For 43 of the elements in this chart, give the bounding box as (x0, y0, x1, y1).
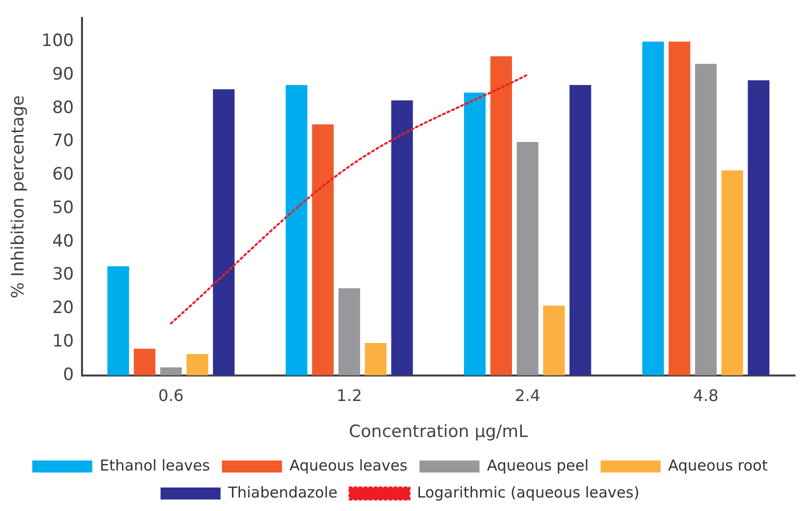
bar (490, 56, 512, 376)
bar (134, 348, 156, 376)
bar (391, 100, 413, 376)
legend-label: Ethanol leaves (100, 456, 210, 474)
bar (107, 266, 130, 376)
bar (516, 142, 538, 376)
bar (160, 367, 182, 376)
bar (286, 84, 308, 376)
bar (543, 306, 565, 376)
bar (695, 64, 717, 376)
y-axis-title: % Inhibition percentage (8, 95, 29, 298)
bar (642, 42, 664, 376)
legend-label: Logarithmic (aqueous leaves) (417, 483, 640, 502)
bar (338, 288, 360, 376)
y-tick-label: 30 (52, 264, 74, 285)
bar (570, 84, 592, 376)
y-tick-label: 20 (52, 298, 74, 318)
x-tick-label: 1.2 (336, 386, 362, 406)
x-tick-label: 2.4 (514, 386, 540, 406)
y-tick-label: 80 (52, 98, 74, 118)
x-axis-title: Concentration μg/mL (348, 422, 528, 442)
y-tick-label: 0 (63, 364, 74, 385)
x-tick-label: 4.8 (693, 386, 719, 406)
legend-label: Aqueous root (668, 456, 768, 474)
y-tick-label: 70 (52, 131, 74, 152)
bar (748, 80, 770, 376)
x-tick-label: 0.6 (158, 386, 184, 406)
y-tick-label: 100 (41, 30, 74, 51)
y-tick-label: 90 (52, 64, 74, 84)
legend-label: Thiabendazole (227, 483, 338, 502)
y-tick-label: 40 (52, 231, 74, 252)
y-tick-label: 50 (52, 198, 74, 218)
legend-label: Aqueous peel (486, 456, 589, 474)
bar (668, 42, 690, 376)
bar (312, 124, 334, 376)
bar (464, 92, 486, 376)
bar (364, 343, 386, 376)
y-tick-label: 10 (52, 331, 74, 352)
y-tick-label: 60 (52, 164, 74, 185)
legend-label: Aqueous leaves (289, 456, 408, 474)
bar (212, 89, 235, 376)
bar (186, 354, 208, 376)
bar (721, 170, 744, 376)
